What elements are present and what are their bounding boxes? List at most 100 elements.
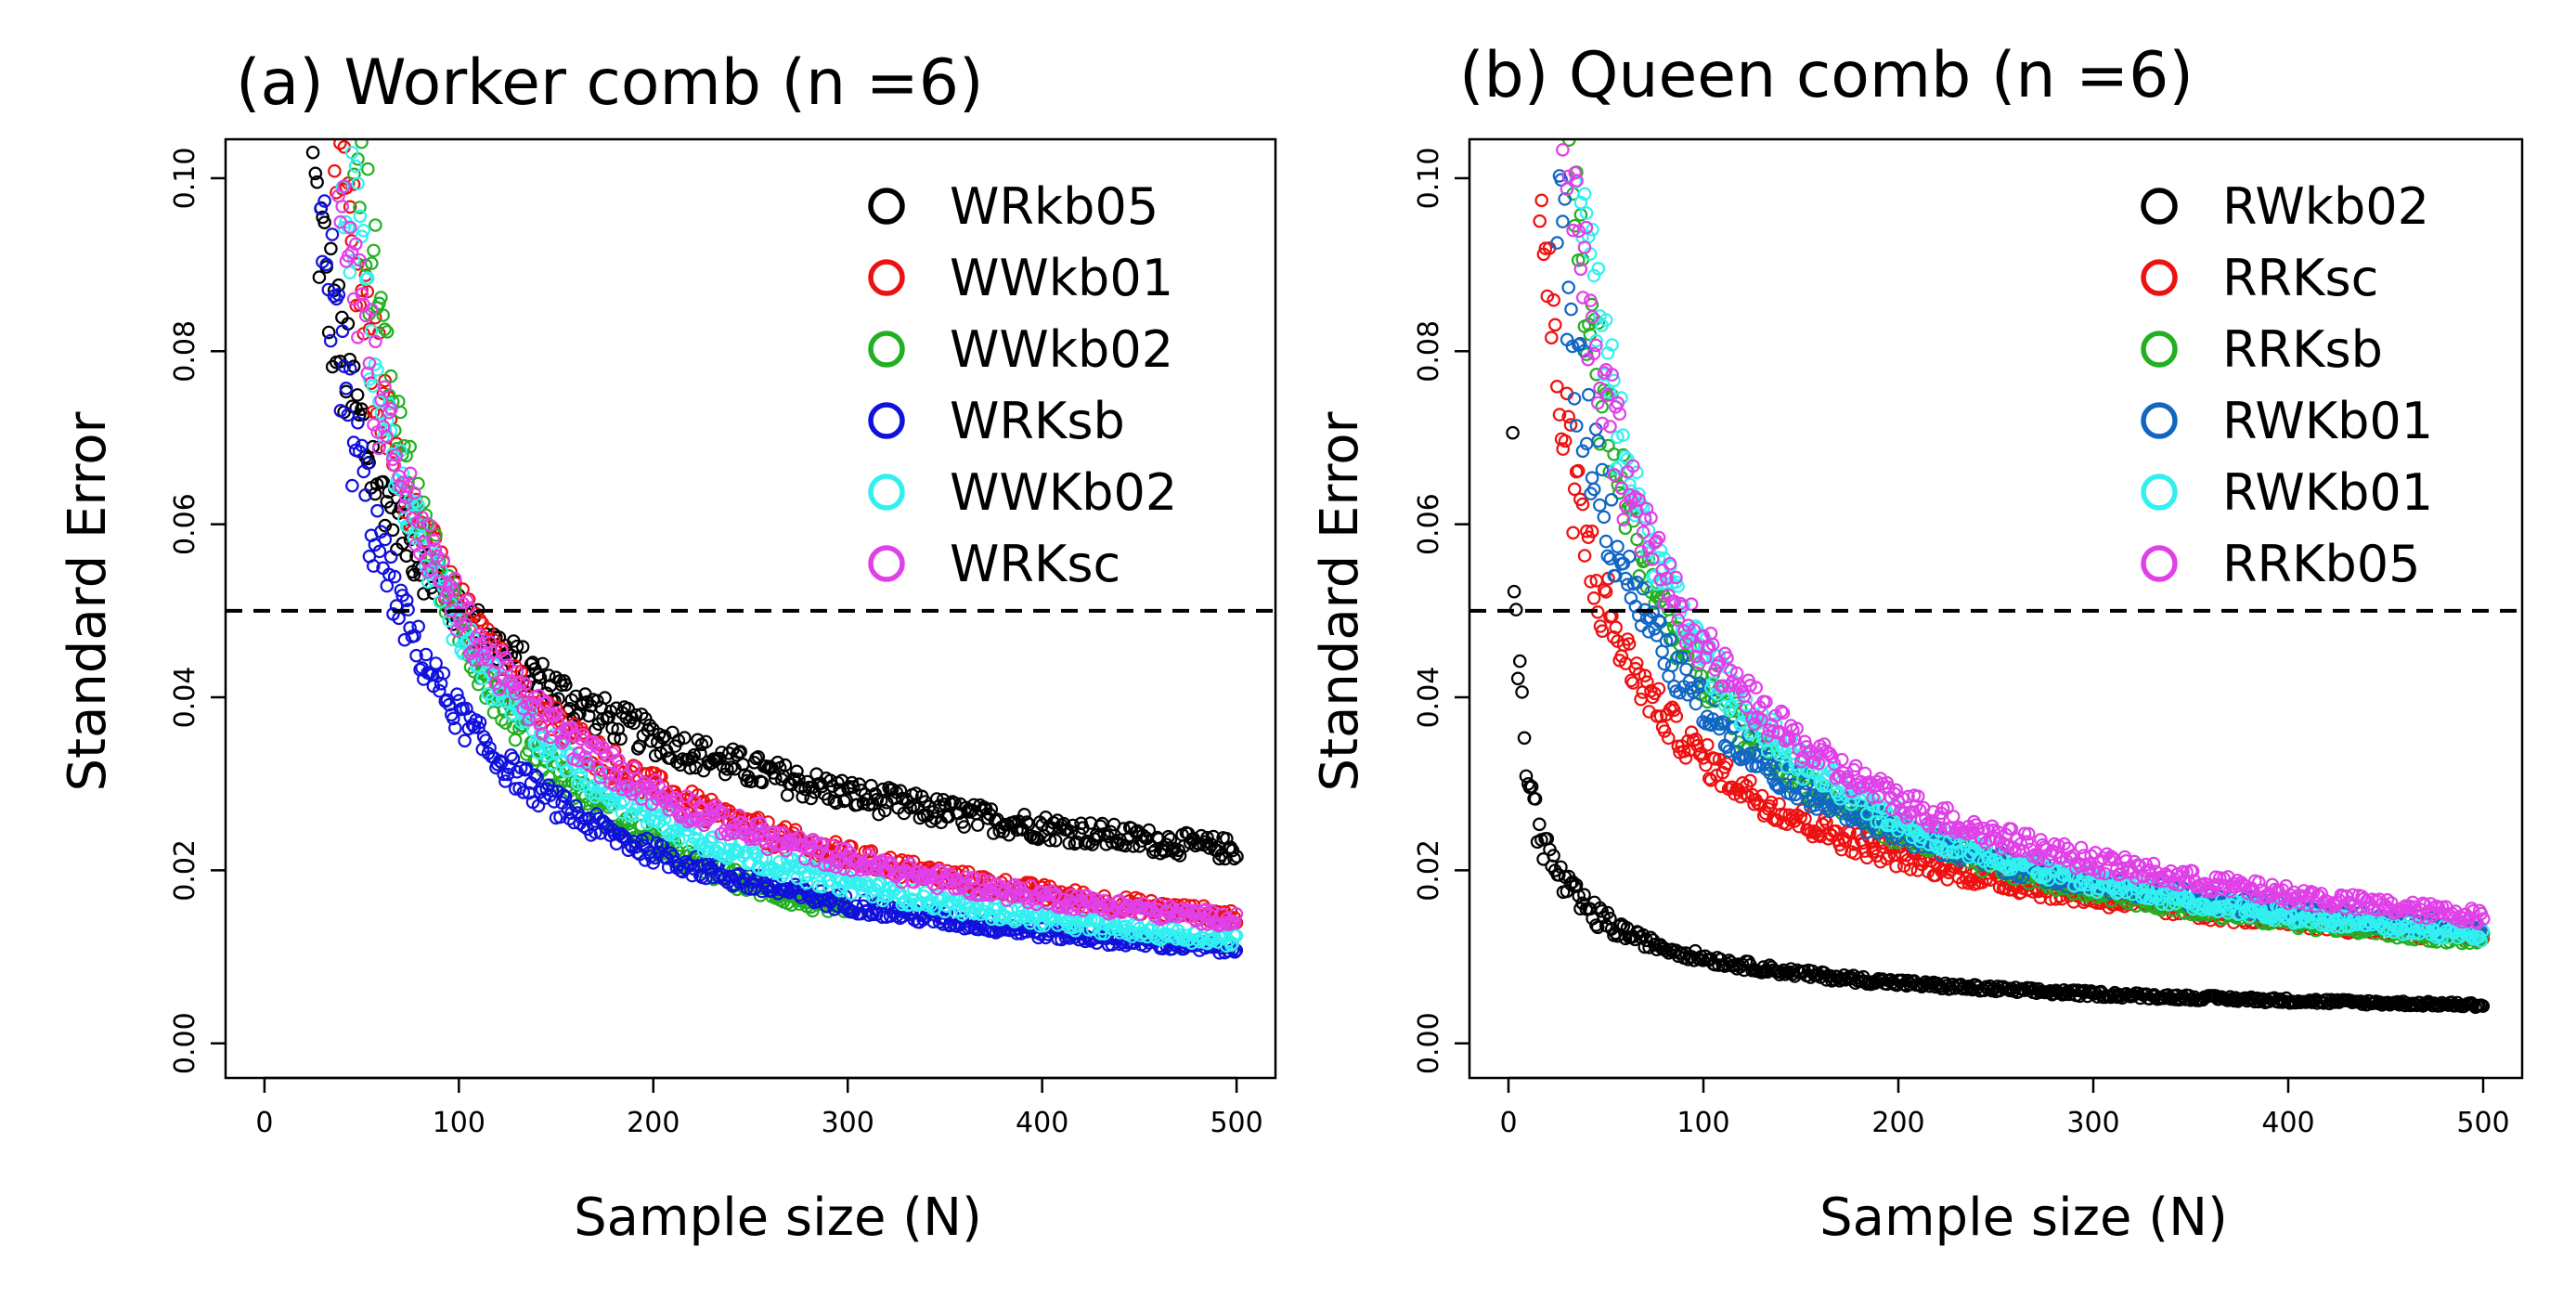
data-point [343,361,357,376]
data-point [500,767,515,782]
data-point [1554,173,1568,187]
data-point [308,166,323,181]
data-point [578,749,592,764]
data-point [329,19,340,31]
data-point [461,601,475,615]
data-point [317,215,331,229]
data-point [716,805,731,820]
data-point [378,322,392,336]
data-point [512,675,526,690]
data-point [1573,336,1587,351]
data-point [943,797,958,811]
data-point [1550,236,1564,250]
data-point [1229,906,1244,921]
data-point [964,887,977,902]
data-point [351,415,365,430]
data-point [920,868,935,883]
data-point [1657,724,1672,738]
legend-marker [868,259,905,296]
data-point [1577,888,1591,902]
data-point [1743,773,1757,788]
data-point [685,868,699,883]
data-point [374,393,388,408]
data-point [376,474,391,489]
data-point [460,593,474,607]
data-point [744,774,759,788]
data-point [1699,758,1713,772]
data-point [1552,868,1566,882]
y-tick-label: 0.08 [169,320,201,383]
data-point [472,613,487,628]
data-point [333,403,348,418]
data-point [545,757,560,772]
data-point [310,175,324,189]
legend-item: WWkb02 [868,320,1173,379]
data-point [353,209,368,224]
data-point [1033,919,1047,933]
data-point [533,717,548,732]
data-point [317,194,331,208]
data-point [348,237,363,252]
data-point [1547,849,1560,863]
data-point [472,628,485,642]
data-point [1534,193,1548,208]
data-point [335,324,350,338]
data-point [1638,668,1652,682]
data-point [403,466,418,481]
data-point [452,694,466,707]
data-point [730,747,744,762]
data-point [839,842,853,856]
data-point [1786,777,1800,792]
data-point [450,687,464,701]
data-point [432,683,447,698]
data-point [525,655,540,669]
data-point [1566,526,1580,540]
legend-label: WWkb01 [950,249,1173,307]
data-point [314,201,328,215]
data-point [367,243,381,258]
data-point [353,201,367,214]
data-point [877,803,892,818]
data-point [1591,434,1605,448]
data-point [1903,863,1918,876]
data-point [1589,918,1603,932]
legend-item: WRKsc [868,535,1120,593]
data-point [1778,777,1793,791]
data-point [1606,630,1621,644]
data-point [493,754,507,768]
data-point [678,731,692,745]
data-point [652,727,667,742]
data-point [657,729,672,744]
data-point [1689,732,1703,746]
data-point [424,562,438,577]
data-point [1534,0,1545,4]
data-point [485,645,499,659]
data-point [902,857,917,871]
data-point [350,388,365,402]
data-point [1586,482,1601,497]
data-point [1094,819,1107,834]
data-point [1692,676,1707,691]
data-point [1663,632,1677,647]
data-point [1530,114,1541,125]
data-point [886,885,900,899]
data-point [1763,766,1777,781]
data-point [346,122,357,133]
data-point [367,418,381,432]
data-point [946,869,960,884]
data-point [530,770,544,785]
data-point [1961,980,1975,993]
data-point [333,139,347,150]
data-point [1675,650,1689,665]
data-point [1227,915,1242,930]
data-point [1064,824,1079,839]
data-point [341,408,355,422]
data-point [1702,772,1716,785]
data-point [1214,848,1228,863]
data-point [364,303,379,317]
data-point [305,145,320,160]
data-point [1565,123,1576,135]
data-point [372,544,387,559]
data-point [1595,624,1610,638]
points-layer-b [1506,0,2491,1014]
